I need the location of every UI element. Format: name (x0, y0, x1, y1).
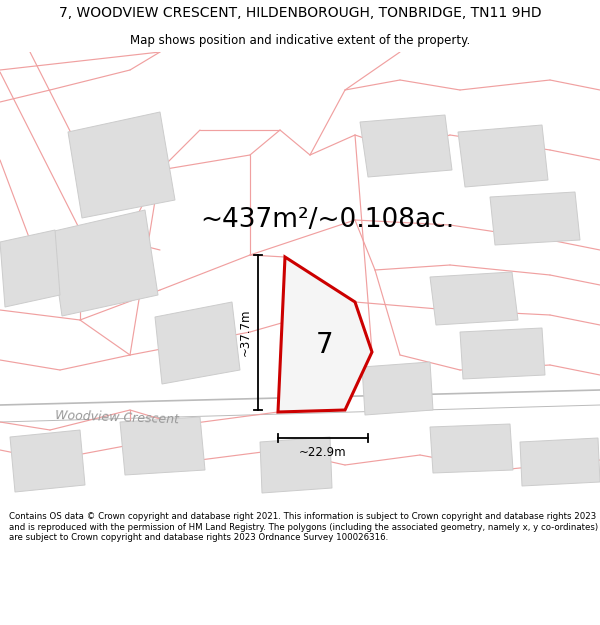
Polygon shape (362, 362, 433, 415)
Text: ~37.7m: ~37.7m (239, 309, 252, 356)
Polygon shape (458, 125, 548, 187)
Polygon shape (120, 417, 205, 475)
Text: ~437m²/~0.108ac.: ~437m²/~0.108ac. (200, 207, 454, 233)
Polygon shape (490, 192, 580, 245)
Polygon shape (278, 257, 372, 412)
Polygon shape (68, 112, 175, 218)
Polygon shape (360, 115, 452, 177)
Polygon shape (50, 210, 158, 316)
Polygon shape (430, 424, 513, 473)
Text: Map shows position and indicative extent of the property.: Map shows position and indicative extent… (130, 34, 470, 47)
Polygon shape (10, 430, 85, 492)
Text: 7: 7 (316, 331, 334, 359)
Polygon shape (460, 328, 545, 379)
Text: Woodview Crescent: Woodview Crescent (55, 409, 179, 427)
Polygon shape (155, 302, 240, 384)
Polygon shape (520, 438, 600, 486)
Text: 7, WOODVIEW CRESCENT, HILDENBOROUGH, TONBRIDGE, TN11 9HD: 7, WOODVIEW CRESCENT, HILDENBOROUGH, TON… (59, 6, 541, 20)
Polygon shape (430, 272, 518, 325)
Polygon shape (0, 230, 60, 307)
Text: ~22.9m: ~22.9m (299, 446, 347, 459)
Polygon shape (260, 437, 332, 493)
Text: Contains OS data © Crown copyright and database right 2021. This information is : Contains OS data © Crown copyright and d… (9, 512, 598, 542)
